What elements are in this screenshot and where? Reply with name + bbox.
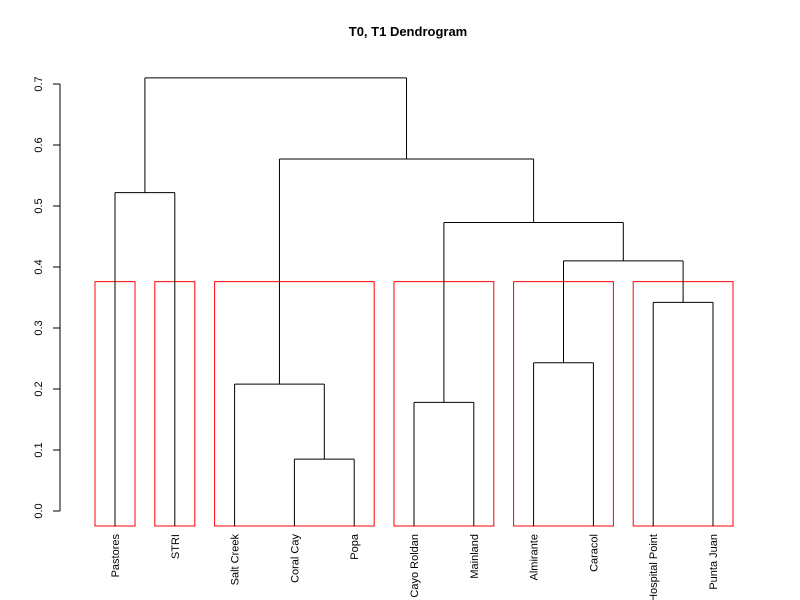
leaf-label-10: Punta Juan xyxy=(708,534,720,590)
y-tick-label-3: 0.3 xyxy=(33,320,45,335)
y-tick-label-1: 0.1 xyxy=(33,442,45,457)
leaf-label-0: Pastores xyxy=(110,534,122,578)
y-tick-label-2: 0.2 xyxy=(33,381,45,396)
leaf-label-3: Coral Cay xyxy=(289,534,301,583)
cluster-box-5 xyxy=(632,281,734,527)
leaf-label-2: Salt Creek xyxy=(230,534,242,586)
y-tick-label-6: 0.6 xyxy=(33,137,45,152)
y-tick-label-0: 0.0 xyxy=(33,503,45,518)
y-axis: 0.0 0.1 0.2 0.3 0.4 0.5 0.6 0.7 xyxy=(33,76,61,519)
leaf-label-8: Caracol xyxy=(588,534,600,572)
y-tick-label-7: 0.7 xyxy=(33,76,45,91)
dendrogram-tree xyxy=(114,77,714,526)
leaf-label-5: Cayo Roldan xyxy=(409,534,421,598)
leaf-label-4: Popa xyxy=(349,533,361,560)
leaf-label-6: Mainland xyxy=(469,534,481,579)
leaf-label-1: STRI xyxy=(170,534,182,559)
leaf-labels: Pastores STRI Salt Creek Coral Cay Popa Cayo … xyxy=(110,533,720,600)
y-tick-label-4: 0.4 xyxy=(33,259,45,274)
y-tick-label-5: 0.5 xyxy=(33,198,45,213)
leaf-label-9: Hospital Point xyxy=(648,534,660,600)
chart-title: T0, T1 Dendrogram xyxy=(349,24,467,39)
leaf-label-7: Almirante xyxy=(529,534,541,580)
